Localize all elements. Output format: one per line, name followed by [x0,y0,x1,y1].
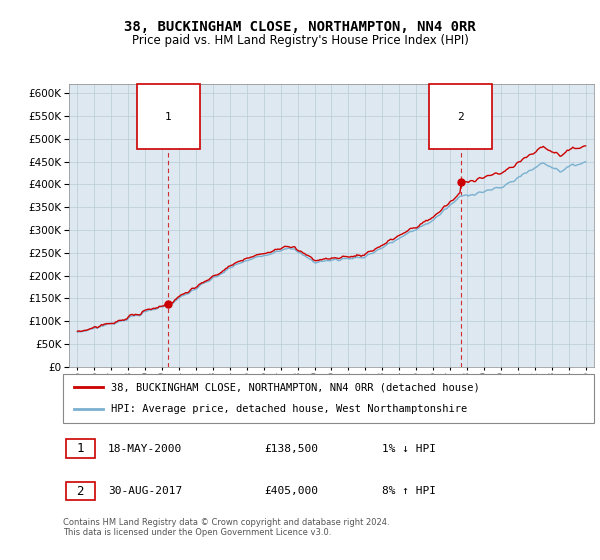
FancyBboxPatch shape [65,439,95,458]
Text: HPI: Average price, detached house, West Northamptonshire: HPI: Average price, detached house, West… [111,404,467,414]
Text: 18-MAY-2000: 18-MAY-2000 [108,444,182,454]
Text: 8% ↑ HPI: 8% ↑ HPI [382,486,436,496]
Text: 1: 1 [77,442,84,455]
Text: Contains HM Land Registry data © Crown copyright and database right 2024.
This d: Contains HM Land Registry data © Crown c… [63,518,389,538]
Text: 38, BUCKINGHAM CLOSE, NORTHAMPTON, NN4 0RR: 38, BUCKINGHAM CLOSE, NORTHAMPTON, NN4 0… [124,20,476,34]
Text: 30-AUG-2017: 30-AUG-2017 [108,486,182,496]
Text: Price paid vs. HM Land Registry's House Price Index (HPI): Price paid vs. HM Land Registry's House … [131,34,469,46]
Text: 1% ↓ HPI: 1% ↓ HPI [382,444,436,454]
Text: 2: 2 [77,484,84,498]
FancyBboxPatch shape [63,374,594,423]
Text: 2: 2 [457,111,464,122]
Text: £138,500: £138,500 [265,444,319,454]
Text: 38, BUCKINGHAM CLOSE, NORTHAMPTON, NN4 0RR (detached house): 38, BUCKINGHAM CLOSE, NORTHAMPTON, NN4 0… [111,382,479,393]
Text: £405,000: £405,000 [265,486,319,496]
Text: 1: 1 [165,111,172,122]
FancyBboxPatch shape [65,482,95,501]
